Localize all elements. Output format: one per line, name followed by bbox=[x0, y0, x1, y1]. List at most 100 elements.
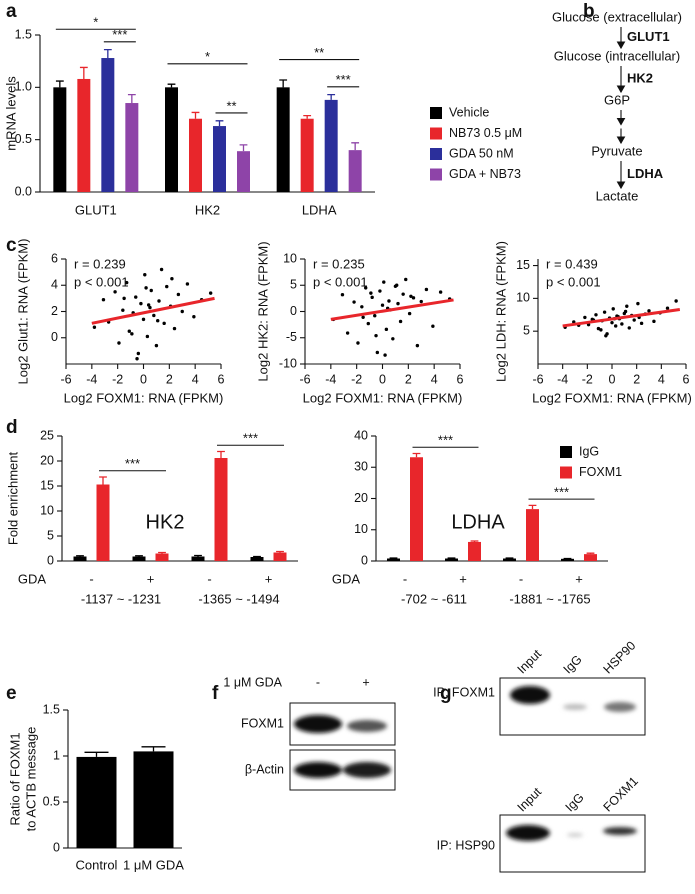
y-tick-label: 6 bbox=[51, 251, 58, 265]
bar bbox=[503, 558, 516, 561]
x-tick-label: 0 bbox=[609, 372, 616, 386]
y-tick-label: -10 bbox=[279, 356, 297, 370]
x-tick-label: 2 bbox=[166, 372, 173, 386]
significance-label: ** bbox=[226, 98, 236, 113]
point bbox=[136, 351, 141, 356]
bar bbox=[561, 558, 574, 561]
y-tick-label: 10 bbox=[283, 251, 297, 265]
band bbox=[563, 704, 587, 710]
bar bbox=[300, 118, 314, 192]
error-bar bbox=[470, 540, 479, 542]
x-tick-label: 0 bbox=[140, 372, 147, 386]
error-bar bbox=[217, 450, 225, 458]
x-tick-label: -2 bbox=[351, 372, 362, 386]
annotation: p < 0.001 bbox=[546, 274, 601, 289]
x-tick-label: 2 bbox=[633, 372, 640, 386]
y-tick-label: 0.5 bbox=[15, 132, 32, 146]
error-bar bbox=[276, 550, 284, 553]
point bbox=[652, 319, 656, 324]
bar bbox=[125, 103, 139, 192]
y-axis-title: mRNA levels bbox=[3, 76, 18, 151]
point bbox=[180, 309, 184, 314]
point bbox=[117, 341, 121, 345]
bar bbox=[101, 58, 115, 192]
bar bbox=[273, 552, 287, 561]
x-tick-label: - bbox=[403, 571, 407, 586]
band bbox=[603, 827, 637, 835]
x-tick-label: 4 bbox=[658, 372, 665, 386]
y-tick-label: 20 bbox=[354, 491, 368, 505]
point bbox=[594, 313, 598, 317]
bar bbox=[191, 556, 205, 561]
error-bar bbox=[194, 554, 202, 557]
point bbox=[438, 290, 443, 294]
y-tick-label: 1.5 bbox=[43, 702, 60, 716]
x-tick-label: - bbox=[207, 571, 211, 586]
point bbox=[374, 333, 378, 338]
point bbox=[101, 297, 106, 302]
bar bbox=[348, 150, 362, 192]
x-axis-title: Log2 FOXM1: RNA (FPKM) bbox=[532, 390, 692, 405]
legend-swatch bbox=[430, 148, 442, 160]
legend-label: GDA + NB73 bbox=[449, 167, 521, 181]
bar bbox=[324, 99, 338, 192]
y-axis-title: Fold enrichment bbox=[5, 452, 20, 546]
x-tick-label: LDHA bbox=[302, 202, 337, 217]
point bbox=[208, 291, 213, 295]
error-bar bbox=[239, 144, 248, 152]
error-bar bbox=[327, 94, 336, 100]
x-tick-label: -6 bbox=[532, 372, 543, 386]
point bbox=[647, 309, 651, 313]
x-tick-label: 2 bbox=[405, 372, 412, 386]
enzyme-label: GLUT1 bbox=[627, 29, 670, 44]
point bbox=[623, 309, 628, 314]
bar bbox=[468, 541, 481, 561]
point bbox=[144, 286, 148, 290]
x-tick-label: -4 bbox=[557, 372, 568, 386]
band bbox=[343, 762, 391, 778]
y-tick-label: 40 bbox=[354, 428, 368, 442]
lane-label: HSP90 bbox=[601, 639, 639, 677]
significance-label: *** bbox=[112, 27, 127, 42]
x-tick-label: -6 bbox=[60, 372, 71, 386]
point bbox=[122, 296, 126, 301]
point bbox=[391, 337, 395, 341]
significance-label: *** bbox=[554, 485, 569, 500]
y-axis-title: Log2 LDH: RNA (FPKM) bbox=[493, 241, 508, 382]
point bbox=[409, 294, 413, 298]
point bbox=[157, 299, 161, 303]
y-tick-label: 0 bbox=[51, 330, 58, 344]
error-bar bbox=[76, 555, 84, 557]
lane-label: + bbox=[362, 675, 369, 689]
error-bar bbox=[141, 746, 166, 752]
bar bbox=[155, 553, 169, 561]
y-tick-label: 5 bbox=[47, 528, 54, 542]
bar bbox=[53, 87, 67, 192]
point bbox=[382, 280, 386, 284]
point bbox=[375, 350, 380, 355]
point bbox=[431, 324, 435, 328]
point bbox=[130, 332, 134, 336]
bar bbox=[526, 509, 539, 561]
significance-label: *** bbox=[125, 456, 140, 471]
x-tick-label: Control bbox=[76, 857, 118, 872]
error-bar bbox=[303, 114, 312, 119]
point bbox=[364, 286, 368, 290]
y-axis-title: Log2 Glut1: RNA (FPKM) bbox=[15, 239, 30, 385]
x-tick-label: 4 bbox=[431, 372, 438, 386]
x-tick-label: 0 bbox=[379, 372, 386, 386]
legend-swatch bbox=[560, 466, 572, 479]
point bbox=[604, 334, 608, 338]
row-label: GDA bbox=[18, 571, 47, 586]
bar bbox=[77, 78, 91, 192]
y-tick-label: 10 bbox=[516, 291, 530, 305]
annotation: r = 0.439 bbox=[546, 256, 598, 271]
x-tick-label: + bbox=[265, 571, 273, 586]
x-axis-title: Log2 FOXM1: RNA (FPKM) bbox=[303, 390, 463, 405]
x-tick-label: 1 μM GDA bbox=[123, 857, 184, 872]
y-axis-title: to ACTB message bbox=[23, 727, 38, 832]
point bbox=[156, 318, 160, 323]
point bbox=[404, 277, 408, 282]
band bbox=[294, 715, 342, 733]
